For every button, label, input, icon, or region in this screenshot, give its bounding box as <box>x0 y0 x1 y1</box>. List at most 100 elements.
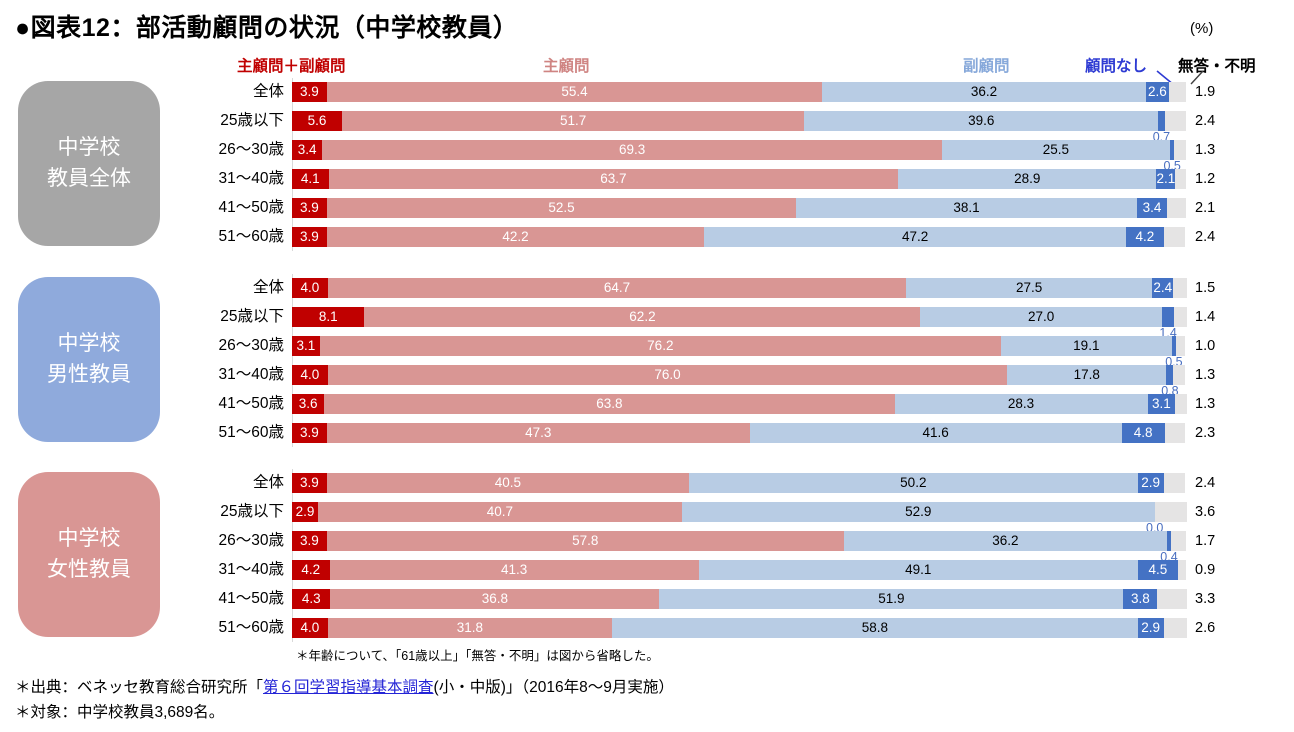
bar-segment-1: 64.7 <box>327 278 907 298</box>
segment-value: 40.7 <box>486 504 513 519</box>
target-line: ＊対象：中学校教員3,689名。 <box>15 704 225 721</box>
bar-row: 3.9 57.8 36.2 0.4 1.7 <box>292 531 1215 563</box>
bar-segment-1: 55.4 <box>326 82 823 102</box>
page-title: ●図表12：部活動顧問の状況（中学校教員） <box>15 14 519 42</box>
row-label: 31〜40歳 <box>218 170 284 187</box>
segment-value: 76.2 <box>647 338 674 353</box>
row-label: 41〜50歳 <box>218 590 284 607</box>
segment-value: 3.4 <box>297 142 317 157</box>
bar-segment-1: 57.8 <box>326 531 844 551</box>
segment-value: 47.2 <box>901 229 929 244</box>
row-label: 26〜30歳 <box>218 532 284 549</box>
bar-segment-0: 5.6 <box>292 111 343 131</box>
bar-segment-3: 2.6 <box>1145 82 1169 102</box>
bar-segment-0: 3.6 <box>292 394 325 414</box>
segment-value-below: 1.4 <box>1159 325 1177 340</box>
segment-value: 4.3 <box>301 591 321 606</box>
bar-segment-1: 51.7 <box>342 111 805 131</box>
segment-value-right: 1.3 <box>1195 396 1216 412</box>
row-label: 51〜60歳 <box>218 424 284 441</box>
unit-label: (%) <box>1190 20 1214 37</box>
bar-segment-2: 58.8 <box>612 618 1138 638</box>
bar-segment-2: 27.0 <box>920 307 1162 327</box>
row-label: 31〜40歳 <box>218 366 284 383</box>
bar-row: 3.9 52.5 38.1 3.4 2.1 <box>292 198 1215 218</box>
row-label: 全体 <box>252 83 284 100</box>
segment-value: 41.3 <box>501 562 528 577</box>
segment-value: 4.5 <box>1148 562 1168 577</box>
bar-row: 4.2 41.3 49.1 4.5 0.9 <box>292 560 1215 580</box>
bar-segment-2: 27.5 <box>906 278 1153 298</box>
bar-segment-2: 47.2 <box>704 227 1127 247</box>
bar-segment-0: 3.9 <box>292 531 327 551</box>
bar-segment-3: 4.5 <box>1137 560 1178 580</box>
bar-row: 3.9 55.4 36.2 2.6 1.9 <box>292 82 1215 102</box>
segment-value: 3.9 <box>300 229 319 244</box>
segment-value-right: 2.1 <box>1195 200 1216 216</box>
bar-row: 3.4 69.3 25.5 0.5 1.3 <box>292 140 1215 172</box>
bar-segment-4 <box>1175 169 1186 189</box>
segment-value: 27.5 <box>1015 280 1043 295</box>
segment-value: 3.9 <box>300 200 319 215</box>
bar-segment-1: 47.3 <box>326 423 750 443</box>
bar-segment-1: 69.3 <box>322 140 942 160</box>
segment-value: 63.8 <box>596 396 623 411</box>
bar-segment-0: 2.9 <box>292 502 318 522</box>
bar-segment-3: 2.1 <box>1156 169 1175 189</box>
bar-row: 4.1 63.7 28.9 2.1 1.2 <box>292 169 1215 189</box>
segment-value: 4.2 <box>1135 229 1155 244</box>
group-box-1: 中学校 男性教員 <box>18 277 160 442</box>
bar-segment-3 <box>1166 365 1174 385</box>
bar-segment-4 <box>1174 140 1186 160</box>
legend-item-3: 顧問なし <box>1085 58 1148 75</box>
bar-segment-4 <box>1176 336 1186 356</box>
segment-value: 2.1 <box>1156 171 1176 186</box>
bar-segment-3: 2.4 <box>1152 278 1174 298</box>
bar-segment-3: 3.8 <box>1123 589 1158 609</box>
row-label: 全体 <box>252 279 284 296</box>
segment-value: 36.2 <box>970 84 998 99</box>
source-link[interactable]: 第６回学習指導基本調査 <box>263 679 434 696</box>
segment-value: 3.1 <box>1152 396 1171 411</box>
segment-value-right: 0.9 <box>1195 562 1216 578</box>
bar-segment-1: 63.7 <box>328 169 899 189</box>
bar-row: 4.0 64.7 27.5 2.4 1.5 <box>292 278 1215 298</box>
bar-segment-4 <box>1170 531 1186 551</box>
bar-segment-4 <box>1167 198 1186 218</box>
segment-value: 52.5 <box>548 200 575 215</box>
row-label: 51〜60歳 <box>218 228 284 245</box>
segment-value: 28.3 <box>1007 396 1035 411</box>
bar-segment-1: 41.3 <box>329 560 699 580</box>
segment-value-right: 2.4 <box>1195 475 1216 491</box>
bar-row: 8.1 62.2 27.0 1.4 1.4 <box>292 307 1215 339</box>
row-label: 41〜50歳 <box>218 395 284 412</box>
segment-value: 63.7 <box>600 171 627 186</box>
segment-value: 4.0 <box>300 620 320 635</box>
segment-value: 25.5 <box>1042 142 1070 157</box>
row-label: 25歳以下 <box>220 308 284 325</box>
segment-value: 4.1 <box>300 171 320 186</box>
bar-segment-3 <box>1169 140 1175 160</box>
segment-value: 3.6 <box>298 396 318 411</box>
bar-segment-1: 76.2 <box>319 336 1001 356</box>
bar-segment-4 <box>1173 278 1187 298</box>
segment-value-right: 1.2 <box>1195 171 1216 187</box>
bar-segment-4 <box>1177 560 1186 580</box>
bar-segment-2: 49.1 <box>698 560 1138 580</box>
segment-value-right: 1.7 <box>1195 533 1216 549</box>
bar-segment-4 <box>1164 111 1186 131</box>
segment-value: 38.1 <box>953 200 980 215</box>
segment-value: 2.6 <box>1147 84 1167 99</box>
bar-segment-2: 38.1 <box>796 198 1137 218</box>
bar-segment-0: 3.9 <box>292 473 327 493</box>
bar-row: 5.6 51.7 39.6 0.7 2.4 <box>292 111 1215 143</box>
segment-value: 40.5 <box>494 475 522 490</box>
bar-segment-0: 4.0 <box>292 618 328 638</box>
segment-value-right: 3.3 <box>1195 591 1216 607</box>
bar-segment-0: 8.1 <box>292 307 365 327</box>
bar-segment-1: 31.8 <box>327 618 613 638</box>
segment-value: 2.9 <box>1141 475 1161 490</box>
segment-value: 55.4 <box>561 84 588 99</box>
segment-value: 76.0 <box>654 367 681 382</box>
segment-value: 64.7 <box>603 280 631 295</box>
